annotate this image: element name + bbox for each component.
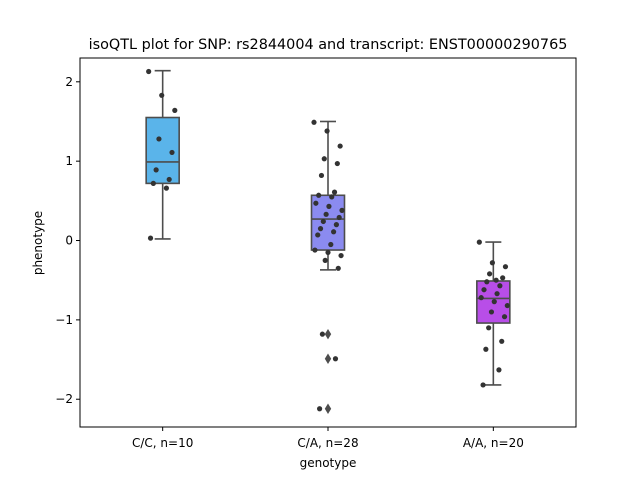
data-point [311, 119, 317, 125]
y-axis: −2 −1 0 1 2 [55, 75, 80, 406]
data-point [320, 218, 326, 225]
data-point [321, 156, 327, 162]
iqr-box [145, 116, 180, 185]
y-tick-label: −1 [55, 313, 73, 327]
data-point [323, 211, 329, 217]
data-point [322, 257, 328, 263]
data-point [156, 136, 162, 142]
y-tick-label: −2 [55, 392, 73, 406]
data-point [169, 149, 175, 156]
outlier-marker [324, 353, 332, 364]
data-point [337, 143, 343, 149]
data-point [339, 207, 345, 213]
data-point [336, 214, 342, 221]
data-point [334, 160, 340, 167]
data-point [484, 279, 490, 285]
data-point [147, 235, 154, 241]
data-point [478, 295, 484, 301]
x-tick-label: C/A, n=28 [297, 436, 358, 450]
data-point [153, 167, 159, 173]
data-point [331, 229, 337, 235]
data-point [497, 283, 503, 289]
data-point [150, 180, 156, 186]
x-tick-label: A/A, n=20 [463, 436, 524, 450]
data-point [313, 200, 319, 206]
data-point [326, 203, 332, 209]
data-point [146, 68, 152, 75]
data-point [502, 264, 509, 270]
data-point [329, 194, 335, 200]
data-point [317, 406, 323, 412]
data-point [319, 331, 325, 337]
data-point [325, 249, 331, 256]
y-tick-label: 0 [65, 234, 73, 248]
data-point [501, 314, 508, 320]
x-axis-label: genotype [300, 456, 357, 470]
box-group [310, 119, 346, 414]
data-point [488, 309, 495, 315]
data-point [172, 107, 178, 113]
data-point [166, 176, 172, 183]
box-group [476, 239, 511, 388]
data-point [491, 299, 497, 305]
plot-area [145, 68, 511, 414]
data-point [483, 346, 489, 352]
data-point [493, 277, 499, 283]
data-point [332, 356, 339, 362]
data-point [328, 241, 334, 248]
data-point [317, 226, 324, 232]
data-point [333, 222, 339, 228]
data-point [486, 325, 492, 331]
box-group [145, 68, 180, 241]
outlier-marker [324, 328, 332, 340]
chart-title: isoQTL plot for SNP: rs2844004 and trans… [89, 37, 568, 53]
data-point [494, 291, 500, 297]
data-point [476, 239, 482, 245]
data-point [163, 185, 169, 191]
data-point [480, 382, 486, 388]
x-tick-label: C/C, n=10 [132, 436, 193, 450]
data-point [338, 252, 344, 259]
y-tick-label: 1 [65, 154, 73, 168]
data-point [324, 128, 330, 134]
data-point [331, 189, 338, 195]
outlier-marker [324, 403, 332, 414]
y-axis-label: phenotype [31, 211, 45, 275]
x-axis: C/C, n=10 C/A, n=28 A/A, n=20 [132, 427, 524, 450]
data-point [312, 247, 318, 253]
data-point [481, 287, 487, 293]
data-point [316, 192, 322, 198]
data-point [500, 275, 506, 281]
data-point [315, 232, 321, 238]
data-point [159, 92, 165, 98]
data-point [335, 265, 341, 271]
y-tick-label: 2 [65, 75, 73, 89]
data-point [489, 260, 495, 266]
data-point [318, 172, 325, 179]
data-point [487, 271, 493, 277]
data-point [499, 338, 505, 344]
data-point [496, 367, 502, 373]
data-point [504, 302, 510, 309]
